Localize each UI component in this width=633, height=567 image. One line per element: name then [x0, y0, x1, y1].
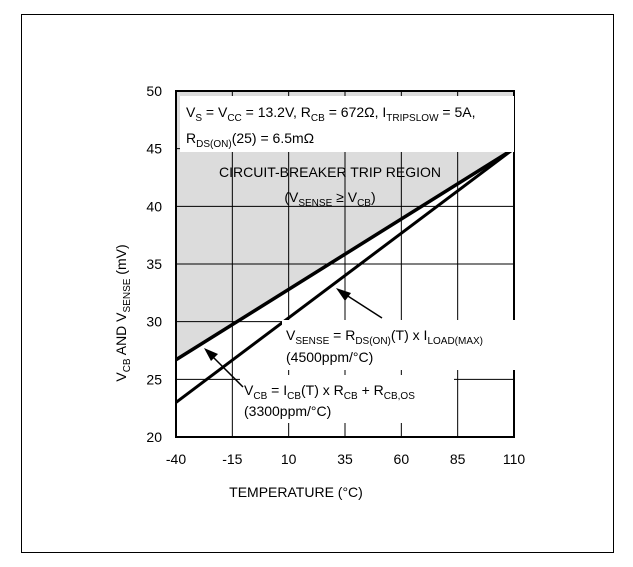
- x-tick-label: 85: [450, 451, 466, 467]
- text-run: = 13.2V, R: [242, 104, 311, 120]
- vcb-annotation-bg: [240, 375, 454, 423]
- text-run: = 5A,: [439, 104, 476, 120]
- y-tick-label: 35: [146, 256, 162, 272]
- subscript: CB: [344, 391, 358, 402]
- conditions-line-1: VS = VCC = 13.2V, RCB = 672Ω, ITRIPSLOW …: [186, 104, 475, 124]
- y-tick-label: 30: [146, 314, 162, 330]
- subscript: CB: [253, 391, 267, 402]
- text-run: = R: [329, 327, 355, 343]
- figure-frame: [21, 14, 614, 553]
- subscript: SENSE: [122, 278, 133, 312]
- text-run: (T) x R: [301, 382, 344, 398]
- y-axis-label: VCB AND VSENSE (mV): [113, 244, 133, 381]
- text-run: AND V: [113, 312, 129, 359]
- y-tick-labels: 20 25 30 35 40 45 50: [146, 83, 162, 445]
- subscript: SENSE: [295, 336, 329, 347]
- text-run: ≥ V: [332, 189, 357, 205]
- text-run: = 672Ω, I: [325, 104, 386, 120]
- subscript: S: [195, 113, 202, 124]
- subscript: CB,OS: [384, 391, 415, 402]
- subscript: SENSE: [298, 198, 332, 209]
- vcb-arrow: [208, 352, 244, 388]
- text-run: V: [244, 382, 254, 398]
- trip-region-condition: (VSENSE ≥ VCB): [284, 189, 375, 209]
- y-tick-label: 45: [146, 141, 162, 157]
- subscript: LOAD(MAX): [427, 336, 483, 347]
- trip-region-label: CIRCUIT-BREAKER TRIP REGION: [219, 164, 441, 180]
- y-tick-label: 25: [146, 371, 162, 387]
- vsense-annotation-bg: [282, 320, 518, 370]
- conditions-box: [180, 96, 514, 152]
- x-tick-label: 110: [503, 451, 526, 467]
- x-axis-label: TEMPERATURE (°C): [229, 484, 363, 500]
- text-run: V: [186, 104, 196, 120]
- vcb-coefficient: (3300ppm/°C): [244, 403, 331, 419]
- series-line-vsense: [175, 147, 515, 404]
- subscript: DS(ON): [196, 139, 232, 150]
- vcb-arrowhead: [204, 348, 218, 361]
- text-run: V: [113, 372, 129, 382]
- conditions-line-2: RDS(ON)(25) = 6.5mΩ: [186, 130, 314, 150]
- text-run: ): [371, 189, 376, 205]
- text-run: = I: [267, 382, 287, 398]
- x-tick-label: -15: [222, 451, 242, 467]
- series-line-vcb: [175, 147, 515, 362]
- subscript: CB: [122, 358, 133, 372]
- subscript: CB: [357, 198, 371, 209]
- x-tick-label: 35: [337, 451, 353, 467]
- subscript: CC: [227, 113, 241, 124]
- subscript: DS(ON): [355, 336, 391, 347]
- text-run: R: [186, 130, 196, 146]
- series-lines: [175, 147, 515, 404]
- text-run: (T) x I: [391, 327, 428, 343]
- vsense-annotation: VSENSE = RDS(ON)(T) x ILOAD(MAX): [286, 327, 483, 347]
- text-run: + R: [358, 382, 384, 398]
- subscript: CB: [287, 391, 301, 402]
- text-run: (V: [284, 189, 299, 205]
- x-tick-label: 60: [394, 451, 410, 467]
- vsense-coefficient: (4500ppm/°C): [286, 349, 373, 365]
- x-tick-labels: -40 -15 10 35 60 85 110: [166, 451, 525, 467]
- text-run: (mV): [113, 244, 129, 278]
- y-tick-label: 40: [146, 198, 162, 214]
- plot-border: [175, 90, 515, 438]
- y-tick-label: 20: [146, 429, 162, 445]
- x-tick-label: 10: [281, 451, 297, 467]
- x-tick-label: -40: [166, 451, 186, 467]
- text-run: = V: [202, 104, 228, 120]
- subscript: TRIPSLOW: [386, 113, 439, 124]
- subscript: CB: [311, 113, 325, 124]
- y-tick-label: 50: [146, 83, 162, 99]
- text-run: V: [286, 327, 296, 343]
- text-run: (25) = 6.5mΩ: [232, 130, 314, 146]
- vcb-annotation: VCB = ICB(T) x RCB + RCB,OS: [244, 382, 415, 402]
- vsense-arrowhead: [336, 288, 351, 301]
